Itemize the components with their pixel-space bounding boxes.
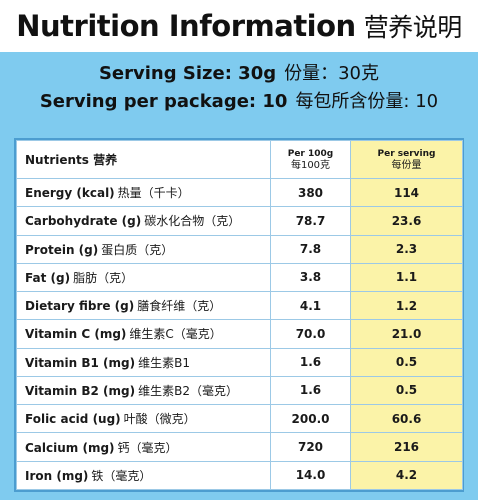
nutrient-name-cn: 维生素B2（毫克） bbox=[138, 383, 238, 398]
header-per-100g: Per 100g 每100克 bbox=[270, 140, 351, 179]
serving-size-cn: 份量：30克 bbox=[284, 63, 380, 84]
nutrient-name: Vitamin B2 (mg) 维生素B2（毫克） bbox=[16, 375, 271, 406]
nutrient-name: Protein (g) 蛋白质（克） bbox=[16, 234, 271, 264]
nutrient-name-cn: 膳食纤维（克） bbox=[137, 299, 222, 314]
value-per-serving: 2.3 bbox=[350, 234, 463, 264]
value-per-serving: 4.2 bbox=[350, 460, 463, 491]
nutrient-name: Vitamin B1 (mg) 维生素B1 bbox=[16, 347, 271, 377]
value-per-serving: 21.0 bbox=[350, 319, 463, 349]
nutrient-name-cn: 叶酸（微克） bbox=[123, 412, 196, 427]
header-per-100g-cn: 每100克 bbox=[290, 159, 331, 171]
table-row: Vitamin C (mg) 维生素C（毫克） 70.0 21.0 bbox=[16, 319, 463, 349]
table-row: Protein (g) 蛋白质（克） 7.8 2.3 bbox=[16, 234, 463, 264]
header-per-100g-en: Per 100g bbox=[287, 148, 334, 159]
value-per-100g: 720 bbox=[270, 432, 351, 462]
header-per-serving-cn: 每份量 bbox=[391, 159, 422, 171]
nutrient-name-en: Calcium (mg) bbox=[25, 440, 115, 455]
table-row: Carbohydrate (g) 碳水化合物（克） 78.7 23.6 bbox=[16, 206, 463, 236]
servings-per-package-en: Serving per package: 10 bbox=[39, 91, 288, 112]
nutrient-name-cn: 钙（毫克） bbox=[117, 440, 178, 455]
table-row: Vitamin B1 (mg) 维生素B1 1.6 0.5 bbox=[16, 347, 463, 377]
page-title: Nutrition Information 营养说明 bbox=[0, 0, 478, 52]
value-per-100g: 200.0 bbox=[270, 404, 351, 434]
nutrient-name-cn: 维生素B1 bbox=[138, 355, 190, 370]
nutrient-name-cn: 热量（千卡） bbox=[117, 186, 190, 201]
nutrient-name: Carbohydrate (g) 碳水化合物（克） bbox=[16, 206, 271, 236]
value-per-100g: 78.7 bbox=[270, 206, 351, 236]
nutrient-name: Fat (g) 脂肪（克） bbox=[16, 262, 271, 293]
serving-band: Serving Size: 30g 份量：30克 Serving per pack… bbox=[0, 52, 478, 124]
value-per-serving: 1.2 bbox=[350, 291, 463, 321]
nutrient-name: Dietary fibre (g) 膳食纤维（克） bbox=[16, 291, 271, 321]
table-header-row: Nutrients 营养 Per 100g 每100克 Per serving … bbox=[16, 140, 463, 179]
servings-per-package-line: Serving per package: 10 每包所含份量: 10 bbox=[40, 88, 438, 116]
table-panel: Nutrients 营养 Per 100g 每100克 Per serving … bbox=[0, 124, 478, 500]
nutrient-name-en: Vitamin B2 (mg) bbox=[25, 383, 136, 398]
table-body: Energy (kcal) 热量（千卡） 380 114 Carbohydrate (g… bbox=[16, 177, 463, 491]
value-per-100g: 4.1 bbox=[270, 291, 351, 321]
servings-per-package-cn: 每包所含份量: 10 bbox=[295, 91, 439, 112]
value-per-100g: 3.8 bbox=[270, 262, 351, 293]
nutrient-name: Folic acid (ug) 叶酸（微克） bbox=[16, 404, 271, 434]
nutrient-name-cn: 蛋白质（克） bbox=[101, 242, 174, 257]
table-row: Vitamin B2 (mg) 维生素B2（毫克） 1.6 0.5 bbox=[16, 375, 463, 406]
value-per-serving: 0.5 bbox=[350, 375, 463, 406]
table-row: Fat (g) 脂肪（克） 3.8 1.1 bbox=[16, 262, 463, 293]
value-per-serving: 114 bbox=[350, 177, 463, 208]
nutrient-name-cn: 铁（毫克） bbox=[91, 468, 152, 483]
table-row: Calcium (mg) 钙（毫克） 720 216 bbox=[16, 432, 463, 462]
value-per-serving: 1.1 bbox=[350, 262, 463, 293]
nutrient-name-en: Folic acid (ug) bbox=[25, 412, 121, 427]
value-per-100g: 70.0 bbox=[270, 319, 351, 349]
nutrient-name-en: Iron (mg) bbox=[25, 468, 89, 483]
nutrient-name-en: Vitamin C (mg) bbox=[25, 327, 127, 342]
serving-size-line: Serving Size: 30g 份量：30克 bbox=[99, 60, 379, 88]
table-row: Iron (mg) 铁（毫克） 14.0 4.2 bbox=[16, 460, 463, 491]
nutrient-name-en: Energy (kcal) bbox=[25, 186, 115, 201]
value-per-serving: 23.6 bbox=[350, 206, 463, 236]
value-per-100g: 7.8 bbox=[270, 234, 351, 264]
nutrient-name-cn: 碳水化合物（克） bbox=[144, 214, 241, 229]
nutrient-name-en: Vitamin B1 (mg) bbox=[25, 355, 136, 370]
nutrient-name-en: Carbohydrate (g) bbox=[25, 214, 142, 229]
value-per-100g: 380 bbox=[270, 177, 351, 208]
serving-size-en: Serving Size: 30g bbox=[98, 63, 277, 84]
nutrient-name: Energy (kcal) 热量（千卡） bbox=[16, 177, 271, 208]
nutrition-table: Nutrients 营养 Per 100g 每100克 Per serving … bbox=[16, 140, 463, 491]
table-row: Energy (kcal) 热量（千卡） 380 114 bbox=[16, 177, 463, 208]
nutrient-name-cn: 维生素C（毫克） bbox=[129, 327, 222, 342]
table-row: Folic acid (ug) 叶酸（微克） 200.0 60.6 bbox=[16, 404, 463, 434]
header-per-serving: Per serving 每份量 bbox=[350, 140, 463, 179]
header-per-serving-en: Per serving bbox=[377, 148, 436, 159]
value-per-serving: 0.5 bbox=[350, 347, 463, 377]
title-en: Nutrition Information bbox=[16, 9, 356, 43]
nutrient-name-en: Dietary fibre (g) bbox=[25, 299, 135, 314]
value-per-serving: 216 bbox=[350, 432, 463, 462]
table-row: Dietary fibre (g) 膳食纤维（克） 4.1 1.2 bbox=[16, 291, 463, 321]
value-per-serving: 60.6 bbox=[350, 404, 463, 434]
nutrition-table-box: Nutrients 营养 Per 100g 每100克 Per serving … bbox=[14, 138, 464, 492]
value-per-100g: 14.0 bbox=[270, 460, 351, 491]
nutrient-name: Iron (mg) 铁（毫克） bbox=[16, 460, 271, 491]
nutrient-name-en: Fat (g) bbox=[25, 270, 71, 285]
nutrient-name-en: Protein (g) bbox=[25, 242, 99, 257]
nutrient-name: Calcium (mg) 钙（毫克） bbox=[16, 432, 271, 462]
value-per-100g: 1.6 bbox=[270, 347, 351, 377]
header-nutrients: Nutrients 营养 bbox=[16, 140, 271, 179]
nutrient-name: Vitamin C (mg) 维生素C（毫克） bbox=[16, 319, 271, 349]
value-per-100g: 1.6 bbox=[270, 375, 351, 406]
nutrient-name-cn: 脂肪（克） bbox=[73, 270, 134, 285]
title-cn: 营养说明 bbox=[363, 13, 463, 42]
